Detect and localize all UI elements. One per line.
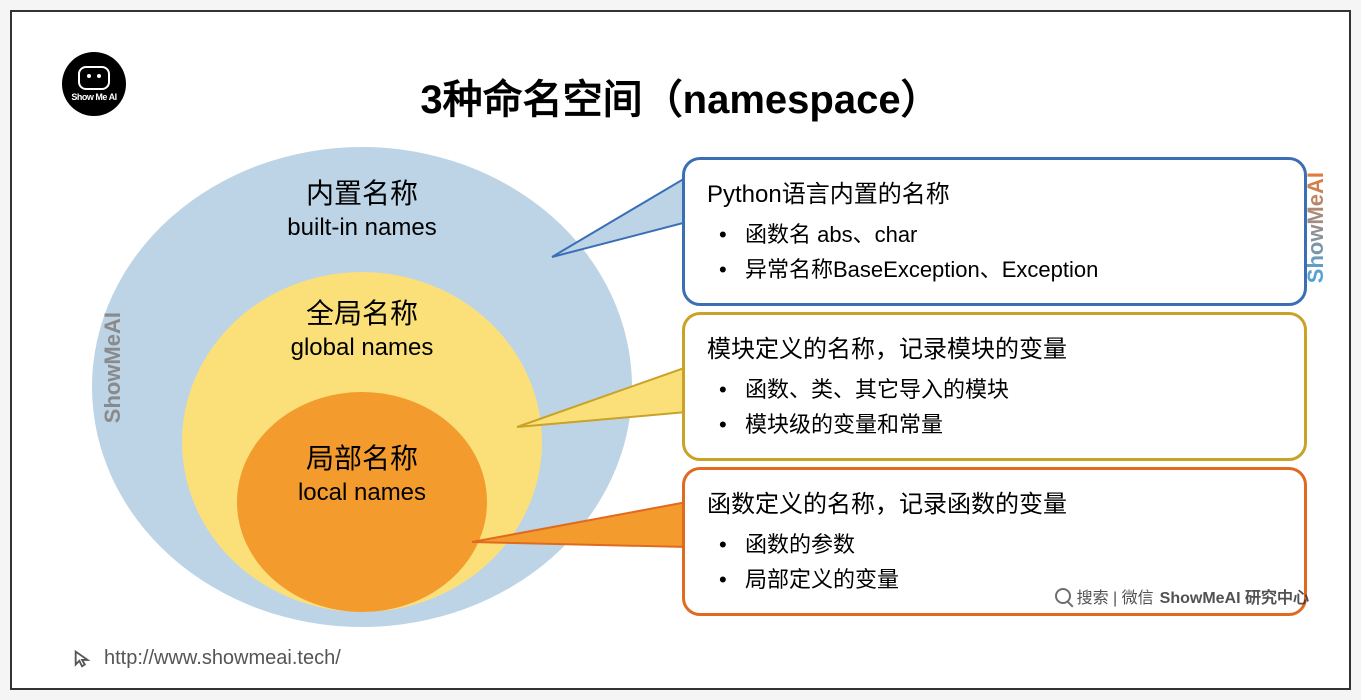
callout-builtin: Python语言内置的名称 函数名 abs、char 异常名称BaseExcep… [682,157,1307,306]
label-local: 局部名称 local names [237,437,487,507]
cursor-icon [72,648,94,670]
watermark-bold: ShowMeAI 研究中心 [1160,584,1309,608]
label-local-en: local names [237,479,487,507]
callout-global: 模块定义的名称，记录模块的变量 函数、类、其它导入的模块 模块级的变量和常量 [682,312,1307,461]
sidebrand-left: ShowMeAI [100,312,126,423]
label-builtin: 内置名称 built-in names [92,172,632,242]
footer-url: http://www.showmeai.tech/ [104,647,341,670]
watermark-prefix: 搜索 | 微信 [1077,584,1154,608]
label-builtin-cn: 内置名称 [92,172,632,212]
pointer-builtin [552,167,692,267]
callout-global-head: 模块定义的名称，记录模块的变量 [707,329,1282,364]
label-builtin-en: built-in names [92,214,632,242]
watermark: 搜索 | 微信 ShowMeAI 研究中心 [1055,584,1309,608]
sidebrand-left-text: ShowMeAI [100,312,125,423]
list-item: 异常名称BaseException、Exception [719,252,1282,287]
slide: Show Me AI 3种命名空间（namespace） 内置名称 built-… [10,10,1351,690]
list-item: 函数的参数 [719,527,1282,562]
callout-builtin-head: Python语言内置的名称 [707,174,1282,209]
pointer-global [517,372,692,442]
list-item: 函数名 abs、char [719,217,1282,252]
label-global: 全局名称 global names [182,292,542,362]
label-local-cn: 局部名称 [237,437,487,477]
callout-global-list: 函数、类、其它导入的模块 模块级的变量和常量 [707,372,1282,442]
footer: http://www.showmeai.tech/ [72,647,341,670]
callout-local-head: 函数定义的名称，记录函数的变量 [707,484,1282,519]
label-global-cn: 全局名称 [182,292,542,332]
page-title: 3种命名空间（namespace） [12,67,1349,125]
pointer-local [472,512,692,572]
label-global-en: global names [182,334,542,362]
list-item: 模块级的变量和常量 [719,407,1282,442]
search-icon [1055,588,1071,604]
list-item: 函数、类、其它导入的模块 [719,372,1282,407]
callout-builtin-list: 函数名 abs、char 异常名称BaseException、Exception [707,217,1282,287]
